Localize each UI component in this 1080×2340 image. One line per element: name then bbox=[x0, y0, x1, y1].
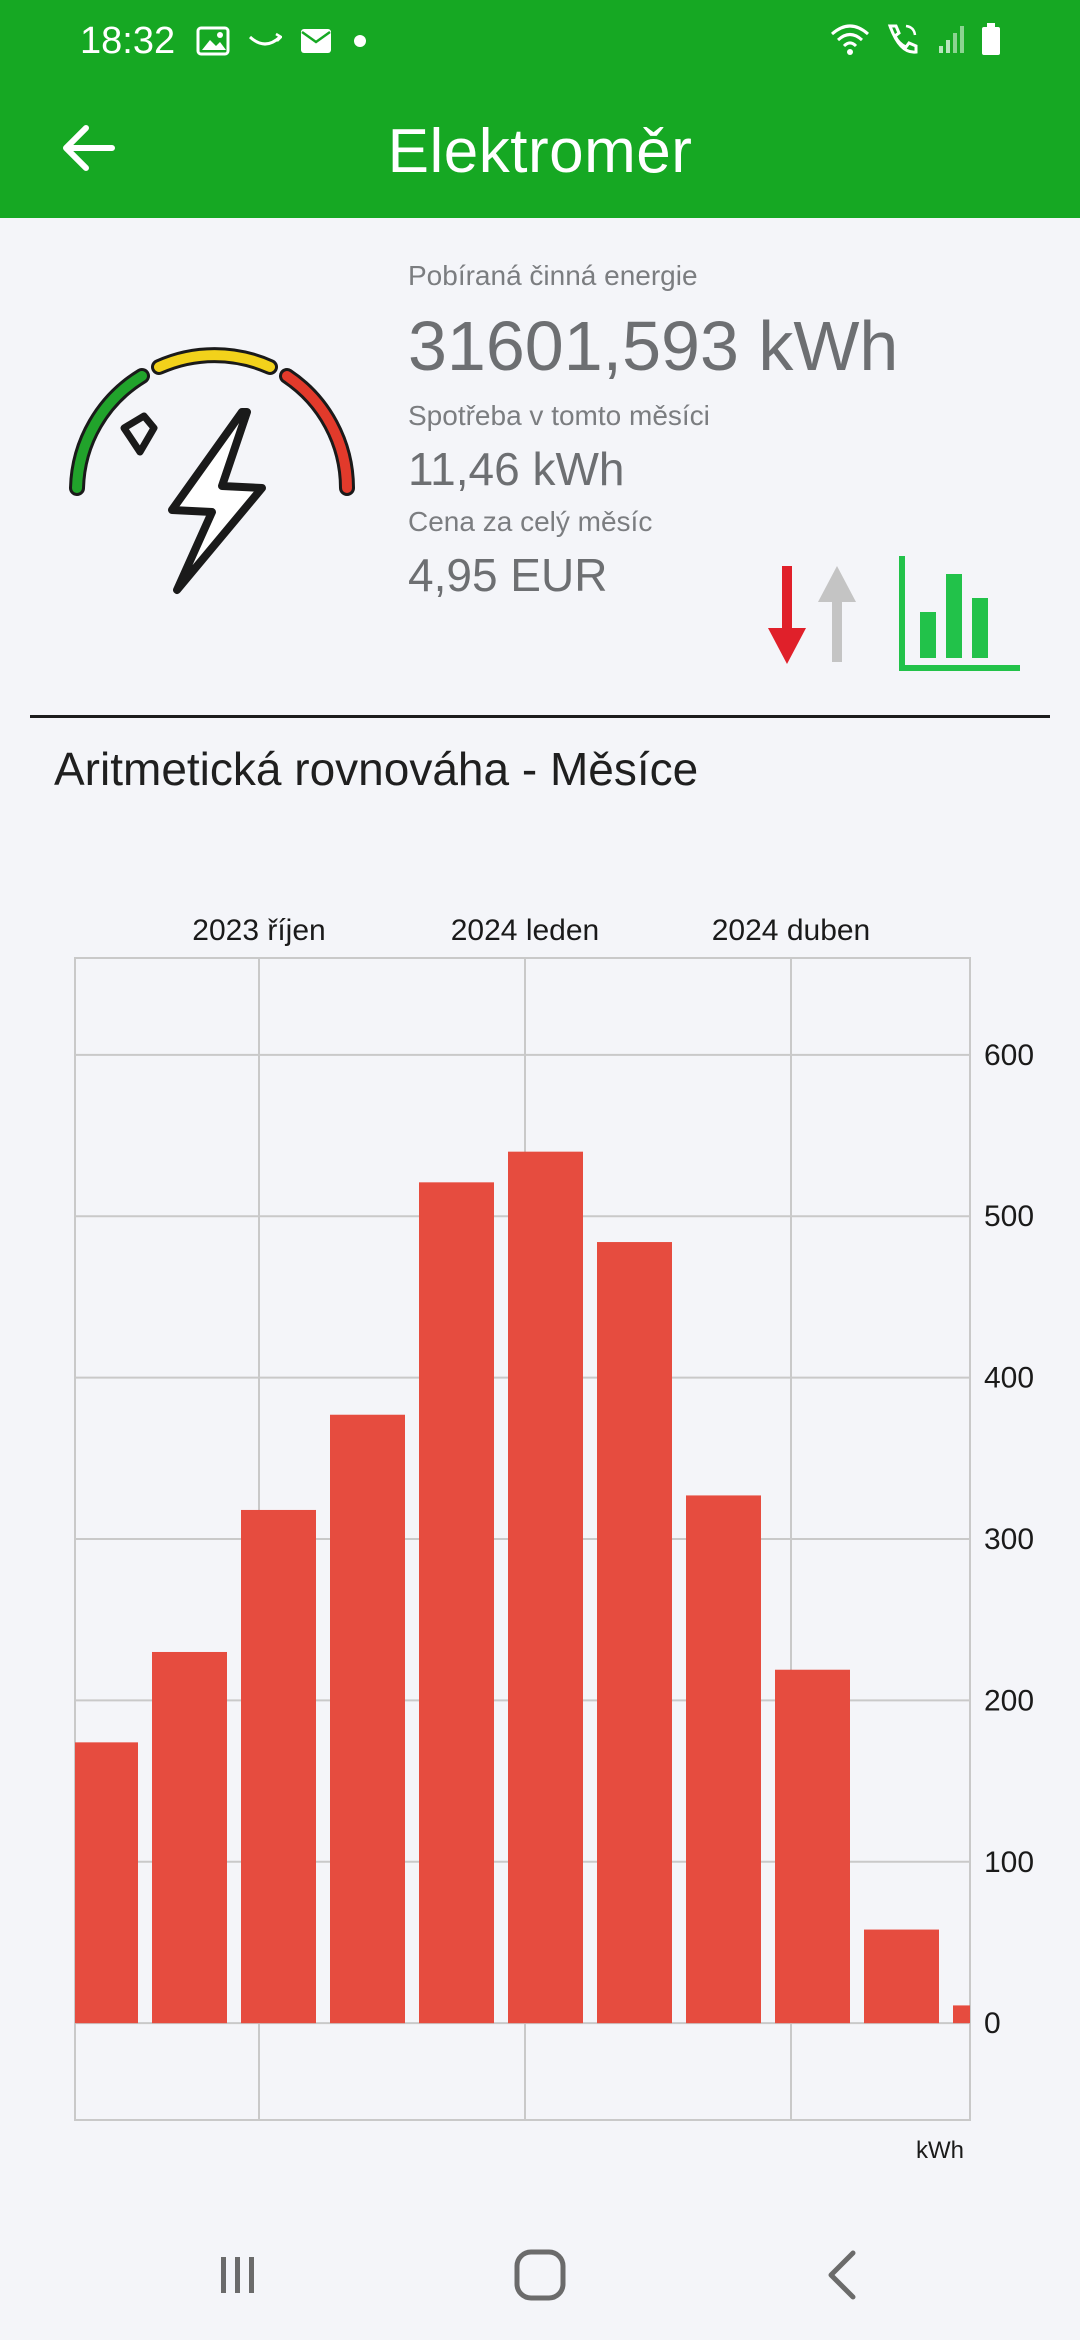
chart-bar bbox=[75, 1742, 138, 2024]
month-price-value: 4,95 EUR bbox=[408, 549, 608, 601]
chart-bar bbox=[152, 1651, 227, 2024]
swoosh-icon bbox=[248, 31, 284, 56]
recent-apps-icon bbox=[221, 2257, 254, 2293]
bar-chart-button[interactable] bbox=[896, 554, 1024, 674]
y-tick-label: 500 bbox=[984, 1200, 1034, 1233]
battery-icon bbox=[980, 22, 1002, 61]
y-tick-label: 300 bbox=[984, 1523, 1034, 1556]
unit-label: kWh bbox=[916, 2137, 964, 2164]
x-top-label: 2023 říjen bbox=[192, 914, 325, 947]
page-title: Elektroměr bbox=[387, 117, 693, 186]
status-time: 18:32 bbox=[80, 20, 176, 62]
bars-group bbox=[75, 1151, 970, 2024]
dot-icon bbox=[350, 31, 370, 56]
y-tick-label: 0 bbox=[984, 2007, 1001, 2040]
month-consumption-label: Spotřeba v tomto měsíci bbox=[408, 400, 710, 431]
arrow-down-icon bbox=[768, 566, 806, 664]
status-bar: 18:32 bbox=[0, 0, 1080, 86]
chart-bar bbox=[241, 1509, 316, 2024]
signal-icon bbox=[938, 24, 966, 59]
back-button[interactable] bbox=[48, 110, 128, 190]
wifi-icon bbox=[830, 22, 870, 61]
chart-bar bbox=[419, 1182, 494, 2024]
recent-apps-button[interactable] bbox=[192, 2230, 282, 2320]
call-icon bbox=[884, 22, 924, 61]
home-icon bbox=[514, 2249, 566, 2301]
app-bar: Elektroměr bbox=[0, 86, 1080, 218]
back-icon bbox=[828, 2250, 856, 2300]
system-nav-bar bbox=[0, 2194, 1080, 2340]
bar-chart-icon bbox=[899, 556, 1020, 671]
arrow-left-icon bbox=[60, 124, 116, 177]
arrow-up-icon bbox=[818, 566, 856, 662]
y-tick-label: 200 bbox=[984, 1684, 1034, 1717]
chart-bar bbox=[775, 1669, 850, 2024]
chart-bar bbox=[686, 1495, 761, 2024]
month-price-label: Cena za celý měsíc bbox=[408, 506, 653, 537]
image-icon bbox=[196, 26, 230, 61]
chart-bar bbox=[508, 1151, 583, 2024]
app-header: 18:32 bbox=[0, 0, 1080, 218]
y-tick-label: 600 bbox=[984, 1039, 1034, 1072]
y-tick-label: 100 bbox=[984, 1846, 1034, 1879]
chart-bar bbox=[864, 1929, 939, 2024]
divider bbox=[30, 715, 1050, 718]
chart-heading: Aritmetická rovnováha - Měsíce bbox=[54, 743, 699, 795]
y-tick-label: 400 bbox=[984, 1362, 1034, 1395]
nav-back-button[interactable] bbox=[798, 2230, 888, 2320]
energy-label: Pobíraná činná energie bbox=[408, 260, 698, 291]
monthly-bar-chart: 0 100 200 300 400 500 600 2023 říjen 2024 leden 2… bbox=[74, 914, 1034, 2164]
month-consumption-value: 11,46 kWh bbox=[408, 443, 625, 495]
home-button[interactable] bbox=[495, 2230, 585, 2320]
chart-bar bbox=[597, 1242, 672, 2024]
meter-gauge-icon bbox=[62, 340, 362, 610]
x-top-label: 2024 leden bbox=[451, 914, 599, 947]
chart-bar bbox=[953, 2005, 970, 2024]
mail-icon bbox=[300, 28, 332, 59]
chart-bar bbox=[330, 1414, 405, 2024]
direction-toggle-button[interactable] bbox=[762, 560, 862, 670]
x-top-label: 2024 duben bbox=[712, 914, 871, 947]
energy-value: 31601,593 kWh bbox=[408, 307, 899, 385]
